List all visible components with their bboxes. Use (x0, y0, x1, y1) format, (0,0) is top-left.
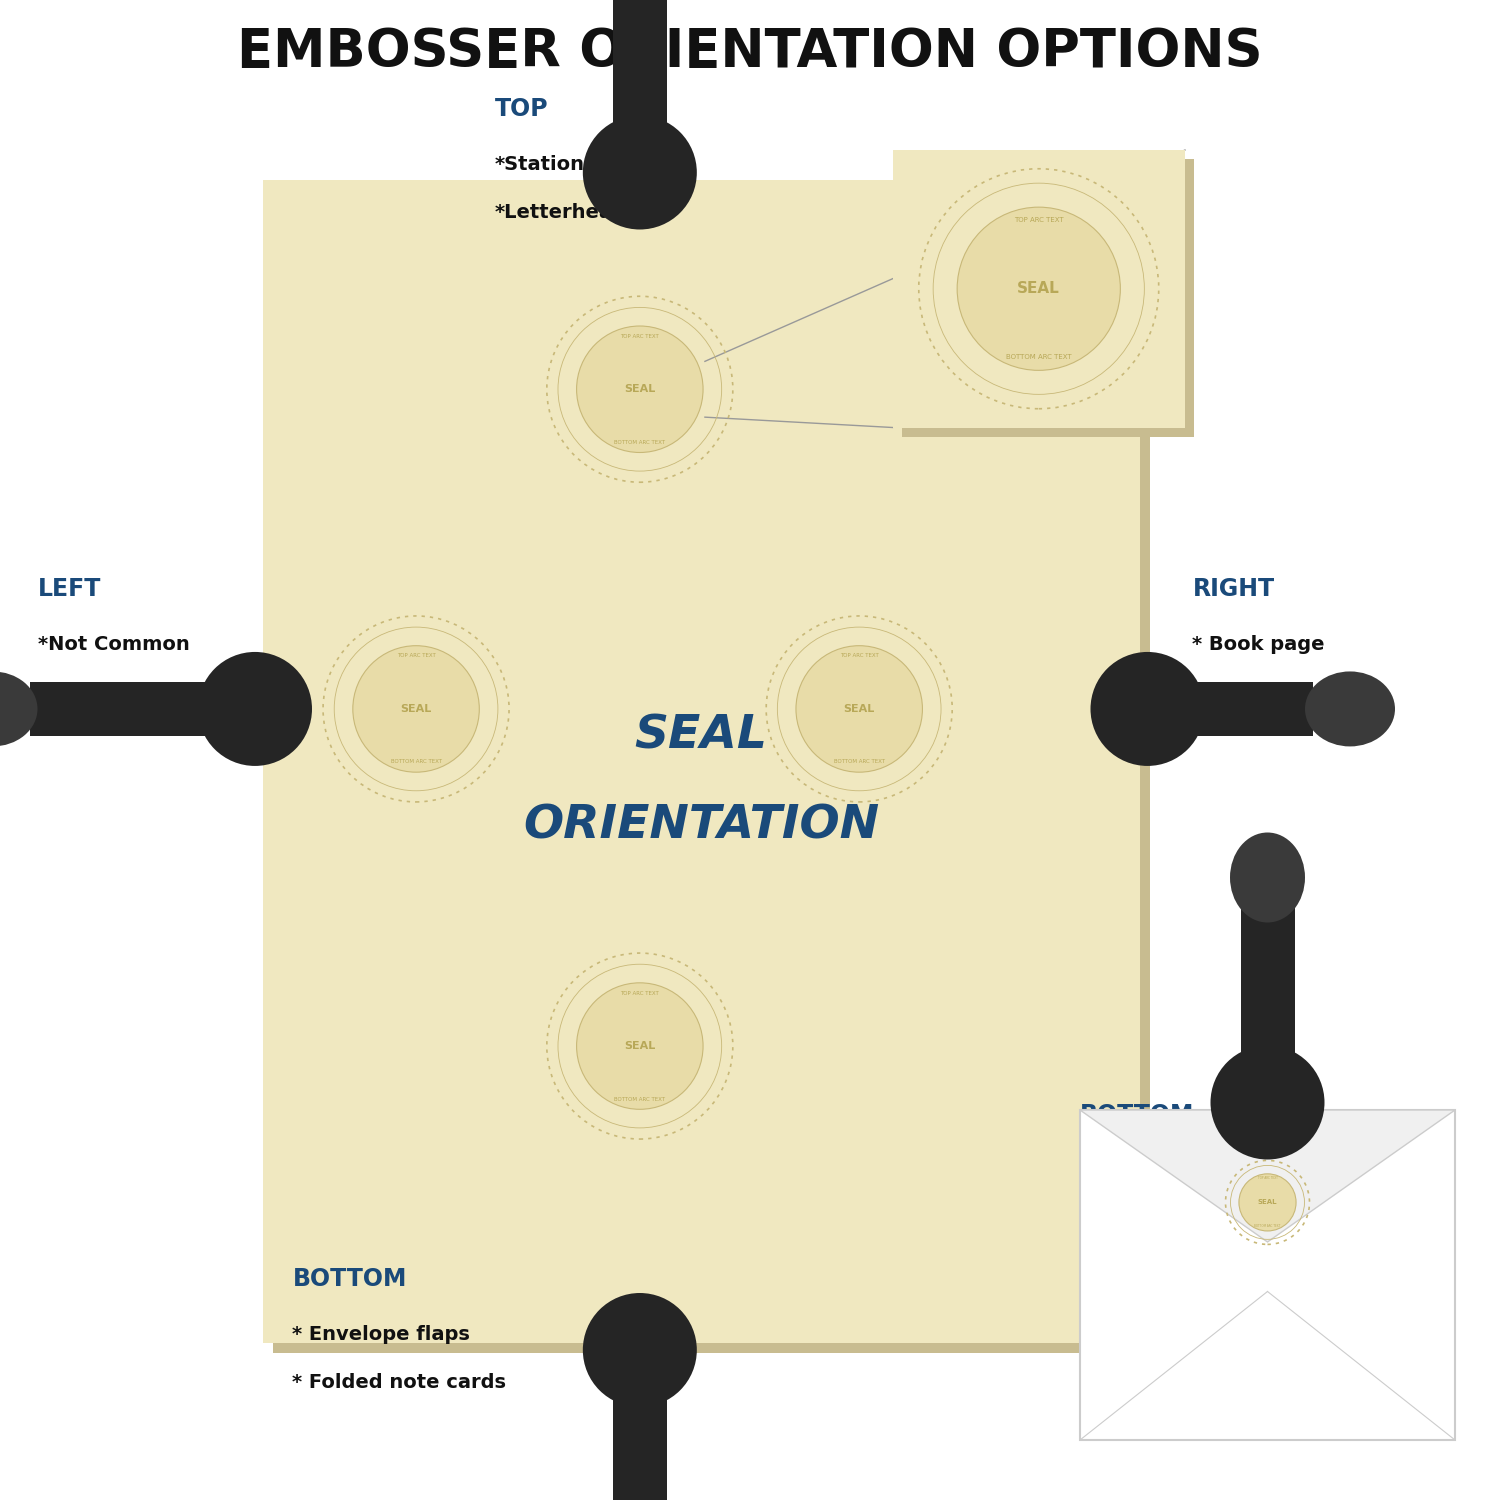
Polygon shape (1080, 1110, 1455, 1242)
Circle shape (1090, 652, 1204, 766)
Text: TOP ARC TEXT: TOP ARC TEXT (621, 333, 658, 339)
Text: BOTTOM: BOTTOM (1080, 1102, 1194, 1126)
Bar (255, 692, 292, 728)
FancyBboxPatch shape (1080, 1110, 1455, 1440)
Text: SEAL: SEAL (624, 1041, 656, 1052)
Text: BOTTOM ARC TEXT: BOTTOM ARC TEXT (1254, 1224, 1281, 1228)
Circle shape (584, 116, 698, 230)
Bar (1118, 682, 1312, 736)
Circle shape (576, 982, 704, 1110)
Bar (1110, 692, 1148, 728)
Circle shape (584, 1293, 698, 1407)
Text: *Stationery: *Stationery (495, 154, 621, 174)
Ellipse shape (0, 672, 38, 747)
Text: ORIENTATION: ORIENTATION (524, 804, 879, 849)
Ellipse shape (1305, 672, 1395, 747)
FancyBboxPatch shape (892, 150, 1185, 427)
Text: TOP ARC TEXT: TOP ARC TEXT (840, 654, 879, 658)
Text: SEAL: SEAL (843, 704, 874, 714)
Bar (614, 1380, 668, 1500)
Circle shape (796, 645, 922, 772)
Bar (30, 682, 225, 736)
Text: BOTTOM ARC TEXT: BOTTOM ARC TEXT (1007, 354, 1071, 360)
Text: * Book page: * Book page (1192, 634, 1324, 654)
Text: SEAL: SEAL (624, 384, 656, 394)
Text: RIGHT: RIGHT (1192, 578, 1275, 602)
Text: TOP: TOP (495, 98, 549, 122)
Text: BOTTOM ARC TEXT: BOTTOM ARC TEXT (615, 1096, 666, 1101)
Text: BOTTOM ARC TEXT: BOTTOM ARC TEXT (834, 759, 885, 765)
Text: *Letterhead: *Letterhead (495, 202, 627, 222)
Text: TOP ARC TEXT: TOP ARC TEXT (1014, 217, 1064, 223)
Bar (1240, 878, 1294, 1072)
Text: SEAL: SEAL (1017, 282, 1060, 297)
Text: SEAL: SEAL (1257, 1200, 1276, 1206)
FancyBboxPatch shape (902, 159, 1194, 436)
FancyBboxPatch shape (622, 172, 658, 210)
Circle shape (198, 652, 312, 766)
Text: BOTTOM ARC TEXT: BOTTOM ARC TEXT (615, 440, 666, 446)
FancyBboxPatch shape (622, 1312, 658, 1350)
Text: BOTTOM: BOTTOM (292, 1268, 406, 1292)
Bar (614, 0, 668, 142)
Text: TOP ARC TEXT: TOP ARC TEXT (396, 654, 435, 658)
Circle shape (576, 326, 704, 453)
Text: Perfect for envelope flaps
or bottom of page seals: Perfect for envelope flaps or bottom of … (1080, 1155, 1293, 1198)
Circle shape (957, 207, 1120, 370)
Text: SEAL: SEAL (400, 704, 432, 714)
Text: TOP ARC TEXT: TOP ARC TEXT (621, 990, 658, 996)
Text: TOP ARC TEXT: TOP ARC TEXT (1257, 1176, 1278, 1180)
Circle shape (1239, 1174, 1296, 1232)
Circle shape (352, 645, 480, 772)
Text: * Envelope flaps: * Envelope flaps (292, 1324, 471, 1344)
Text: BOTTOM ARC TEXT: BOTTOM ARC TEXT (390, 759, 441, 765)
FancyBboxPatch shape (273, 190, 1150, 1353)
Text: *Not Common: *Not Common (38, 634, 189, 654)
Text: EMBOSSER ORIENTATION OPTIONS: EMBOSSER ORIENTATION OPTIONS (237, 27, 1263, 78)
Ellipse shape (1230, 833, 1305, 922)
Text: * Folded note cards: * Folded note cards (292, 1372, 507, 1392)
FancyBboxPatch shape (1250, 1102, 1286, 1140)
Circle shape (1210, 1046, 1324, 1160)
FancyBboxPatch shape (262, 180, 1140, 1342)
Text: LEFT: LEFT (38, 578, 100, 602)
Text: SEAL: SEAL (634, 714, 768, 759)
